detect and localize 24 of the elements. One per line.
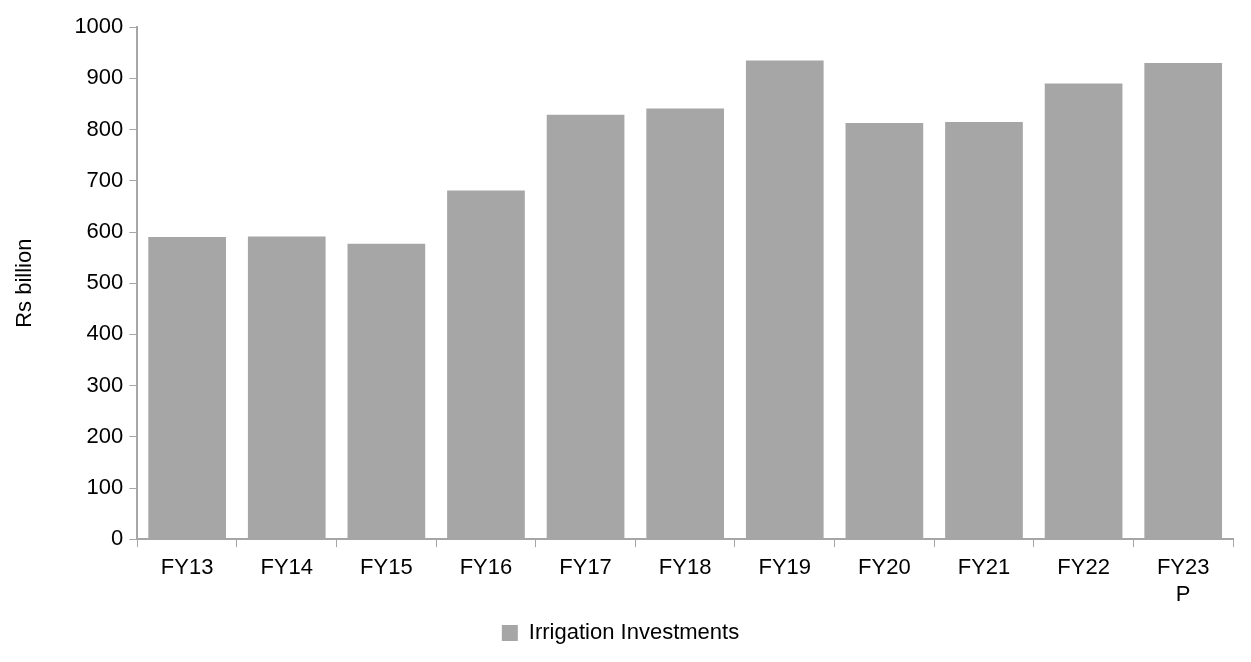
y-tick-label: 100: [86, 474, 124, 500]
x-tick-label: FY22: [1057, 554, 1110, 580]
x-tick-label: FY18: [658, 554, 712, 580]
x-tick-label: FY16: [459, 554, 513, 580]
x-tick-label: FY17: [559, 554, 612, 580]
y-tick-label: 500: [86, 269, 124, 295]
y-tick-label: 400: [86, 320, 124, 346]
y-tick-label: 800: [86, 115, 124, 141]
x-tick-label: FY19: [758, 554, 812, 580]
x-tick-label: FY14: [260, 554, 314, 580]
y-tick-label: 300: [86, 371, 124, 397]
x-tick-label: FY15: [360, 554, 413, 580]
y-tick-label: 600: [86, 218, 124, 244]
x-tick-label: FY20: [858, 554, 911, 580]
x-tick-label: FY21: [957, 554, 1011, 580]
y-tick-label: 700: [86, 166, 124, 192]
y-tick-label: 200: [86, 422, 124, 448]
legend-label: Irrigation Investments: [528, 619, 740, 645]
y-axis-title: Rs billion: [11, 238, 37, 328]
y-tick-label: 0: [111, 525, 124, 551]
y-tick-label: 1000: [74, 13, 124, 39]
x-tick-label: FY23 P: [1156, 554, 1210, 606]
y-tick-label: 900: [86, 64, 124, 90]
x-tick-label: FY13: [160, 554, 214, 580]
